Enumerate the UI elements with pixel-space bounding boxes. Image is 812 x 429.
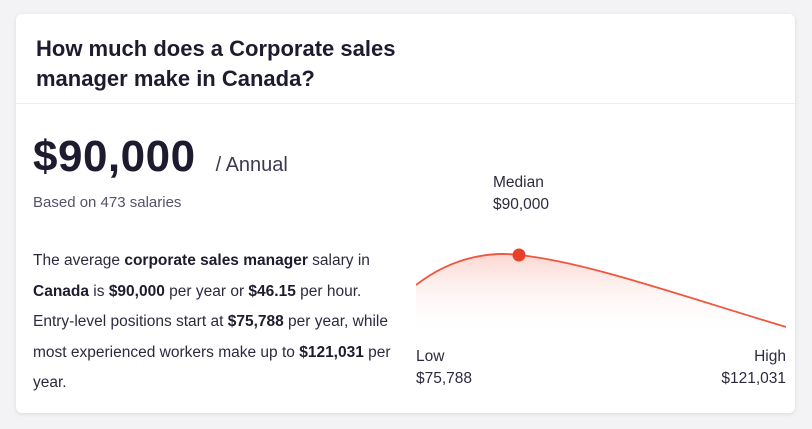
salary-description: The average corporate sales manager sala…	[33, 246, 393, 399]
desc-bold-annual: $90,000	[108, 282, 165, 300]
desc-bold-high: $121,031	[299, 343, 364, 361]
card-header: How much does a Corporate sales manager …	[16, 14, 795, 104]
high-label-group: High $121,031	[721, 346, 786, 390]
salary-amount: $90,000	[33, 132, 196, 181]
median-label-group: Median $90,000	[493, 172, 549, 216]
desc-text: salary in	[307, 252, 370, 269]
desc-bold-location: Canada	[33, 282, 89, 300]
low-value: $75,788	[416, 370, 473, 387]
desc-text: The average	[33, 252, 125, 269]
salary-distribution-chart: Median $90,000 Low $75,788 High $121,031	[416, 164, 786, 404]
desc-text: is	[89, 282, 109, 300]
desc-text: per hour. Entry-level positions start at	[33, 282, 362, 331]
desc-text: per year or	[164, 282, 249, 300]
high-value: $121,031	[721, 370, 786, 387]
salary-amount-row: $90,000 / Annual	[33, 132, 288, 182]
distribution-curve	[416, 248, 786, 334]
desc-text: per year, while most experienced workers…	[33, 313, 388, 361]
desc-bold-job: corporate sales manager	[124, 252, 308, 269]
low-label: Low	[416, 348, 445, 365]
curve-fill	[416, 253, 786, 334]
based-on-text: Based on 473 salaries	[33, 194, 182, 211]
median-marker	[512, 248, 526, 262]
desc-bold-hourly: $46.15	[248, 282, 296, 300]
high-label: High	[754, 348, 786, 365]
desc-text: per year.	[33, 343, 391, 392]
salary-period: / Annual	[215, 154, 288, 176]
desc-bold-entry: $75,788	[227, 313, 284, 330]
low-label-group: Low $75,788	[416, 346, 472, 390]
salary-card: How much does a Corporate sales manager …	[16, 14, 795, 413]
curve-line	[416, 253, 786, 328]
median-value: $90,000	[493, 196, 550, 213]
median-label: Median	[493, 174, 544, 191]
card-title: How much does a Corporate sales manager …	[36, 36, 396, 91]
